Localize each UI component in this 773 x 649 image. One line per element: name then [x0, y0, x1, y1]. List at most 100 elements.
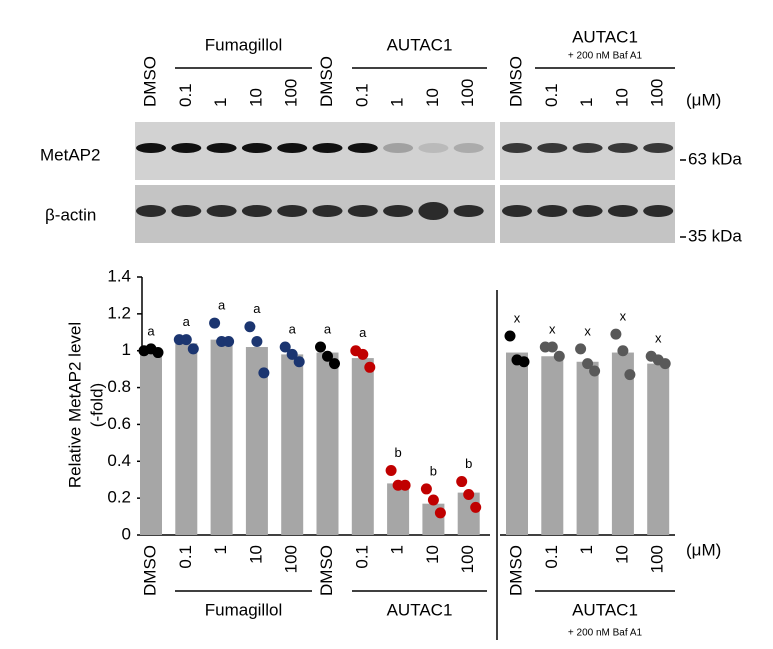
significance-label: b — [430, 463, 437, 478]
unit-label: (μM) — [686, 540, 721, 559]
bar — [387, 483, 410, 535]
blot-row-label: β-actin — [45, 205, 96, 224]
y-tick-label: 0.6 — [107, 414, 131, 433]
significance-label: x — [655, 331, 662, 346]
lane-label: 100 — [648, 79, 667, 107]
band — [502, 205, 532, 217]
bar — [175, 343, 198, 535]
significance-label: x — [549, 321, 556, 336]
group-label: Fumagillol — [205, 600, 282, 619]
data-point — [329, 358, 340, 370]
band — [206, 205, 237, 217]
lane-label: 10 — [246, 88, 265, 107]
data-point — [582, 358, 594, 370]
bar — [210, 339, 233, 535]
x-tick-label: 10 — [612, 545, 631, 564]
band — [277, 143, 308, 153]
data-point — [180, 334, 192, 346]
data-point — [518, 356, 530, 368]
x-tick-label: DMSO — [140, 545, 159, 596]
band — [383, 143, 414, 153]
lane-label: 10 — [612, 88, 631, 107]
band — [312, 205, 343, 217]
data-point — [322, 350, 333, 362]
x-tick-label: 0.1 — [352, 545, 371, 569]
x-tick-label: DMSO — [506, 545, 525, 596]
data-point — [223, 336, 235, 347]
band — [572, 143, 603, 153]
group-label: Fumagillol — [205, 35, 282, 54]
bar — [611, 352, 634, 535]
band — [418, 143, 449, 153]
band — [171, 205, 202, 217]
significance-label: x — [514, 310, 521, 325]
lane-label: 0.1 — [176, 83, 195, 107]
x-tick-label: 100 — [282, 545, 301, 573]
bar — [576, 361, 599, 535]
data-point — [286, 348, 298, 360]
data-point — [364, 361, 376, 373]
lane-label: 100 — [458, 79, 477, 107]
data-point — [187, 343, 199, 355]
band — [312, 143, 343, 153]
data-point — [456, 476, 468, 488]
band — [537, 205, 568, 217]
lane-label: 1 — [577, 98, 596, 107]
data-point — [399, 479, 411, 491]
significance-label: b — [394, 445, 401, 460]
band — [537, 143, 568, 153]
band — [502, 143, 532, 153]
data-point — [546, 341, 558, 353]
data-point — [385, 465, 397, 476]
data-point — [427, 494, 439, 506]
significance-label: x — [620, 309, 627, 324]
band — [383, 205, 414, 217]
data-point — [434, 507, 446, 519]
significance-label: x — [584, 323, 591, 338]
data-point — [258, 367, 270, 379]
x-tick-label: DMSO — [317, 545, 336, 596]
x-tick-label: 0.1 — [176, 545, 195, 569]
band — [607, 205, 638, 217]
band — [136, 205, 166, 217]
y-tick-label: 0.2 — [107, 488, 131, 507]
band — [607, 143, 638, 153]
y-tick-label: 1.4 — [107, 266, 131, 285]
y-tick-label: 0.8 — [107, 377, 131, 396]
band — [206, 143, 237, 153]
band — [453, 205, 484, 217]
data-point — [357, 348, 369, 360]
data-point — [463, 488, 475, 500]
lane-label: 1 — [211, 98, 230, 107]
marker-label: 63 kDa — [688, 149, 742, 168]
data-point — [617, 345, 629, 357]
blot-row-label: MetAP2 — [40, 145, 100, 164]
bar — [281, 354, 304, 535]
y-tick-label: 1.2 — [107, 303, 131, 322]
lane-label: 100 — [282, 79, 301, 107]
bar — [506, 352, 528, 535]
band — [136, 143, 166, 153]
group-label: AUTAC1 — [572, 600, 638, 619]
y-axis-label: Relative MetAP2 level — [65, 322, 84, 488]
x-tick-label: 10 — [423, 545, 442, 564]
data-point — [152, 347, 164, 359]
group-label: AUTAC1 — [572, 27, 638, 46]
data-point — [659, 358, 671, 370]
lane-label: 10 — [423, 88, 442, 107]
y-tick-label: 0 — [122, 524, 131, 543]
significance-label: a — [289, 321, 297, 336]
unit-label: (μM) — [686, 90, 721, 109]
significance-label: a — [359, 325, 367, 340]
data-point — [470, 501, 482, 513]
lane-label: 0.1 — [352, 83, 371, 107]
band — [347, 143, 378, 153]
data-point — [610, 328, 622, 340]
y-tick-label: 1 — [122, 340, 131, 359]
bar — [351, 358, 374, 535]
data-point — [279, 341, 291, 353]
data-point — [293, 356, 305, 368]
bar — [140, 350, 162, 535]
significance-label: a — [147, 323, 155, 338]
band — [453, 143, 484, 153]
